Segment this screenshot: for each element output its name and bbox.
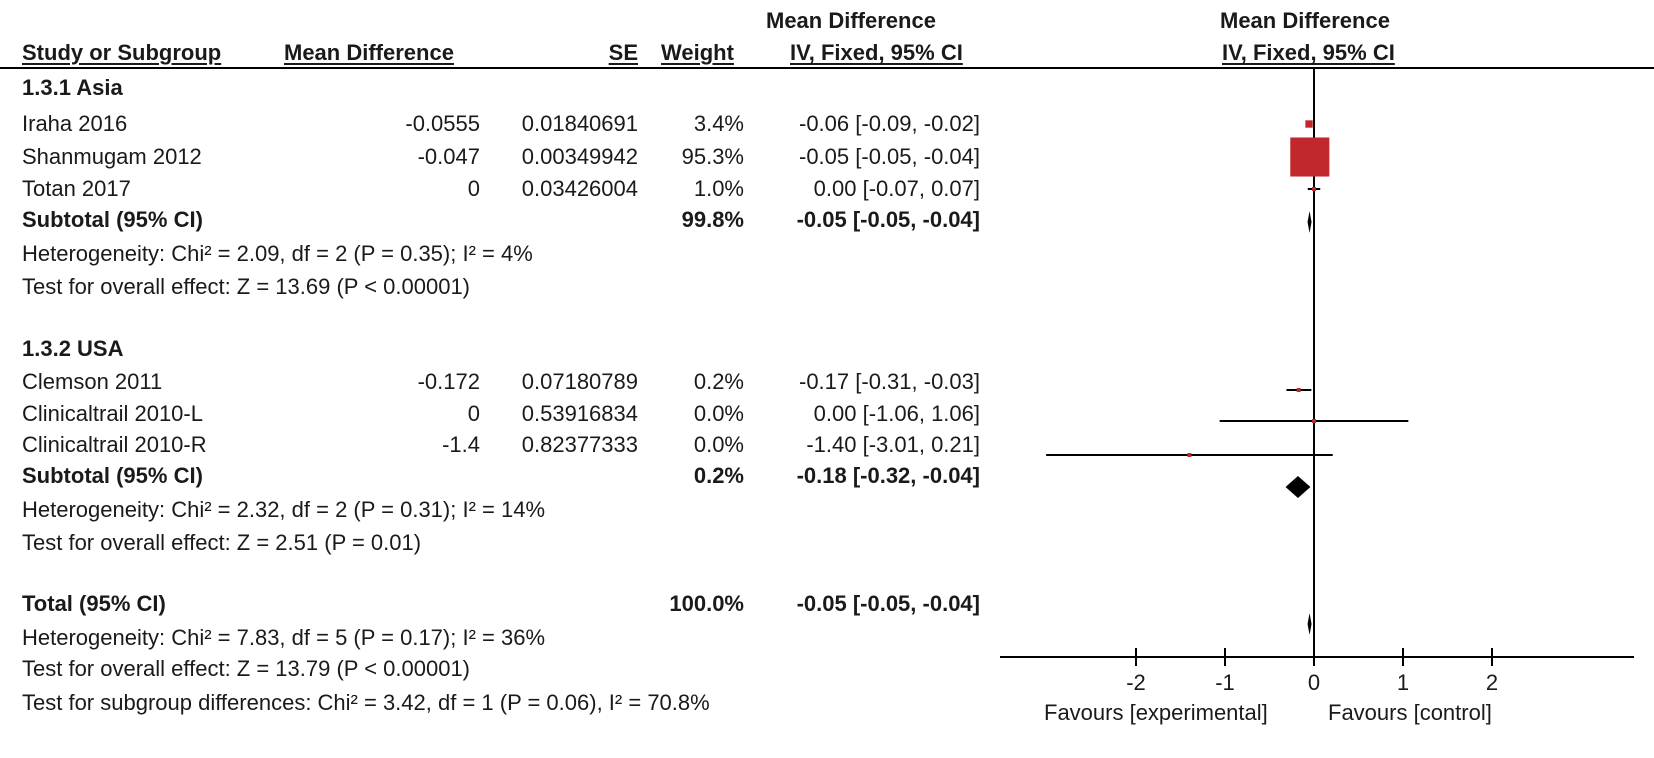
subtotal-label: Subtotal (95% CI) bbox=[22, 463, 203, 488]
subtotal-label: Subtotal (95% CI) bbox=[22, 207, 203, 232]
study-name: Iraha 2016 bbox=[22, 111, 128, 136]
heterogeneity-text: Heterogeneity: Chi² = 2.09, df = 2 (P = … bbox=[22, 241, 533, 266]
study-ci: -0.06 [-0.09, -0.02] bbox=[799, 111, 980, 136]
study-se: 0.53916834 bbox=[521, 401, 638, 426]
x-axis-tick-label: 1 bbox=[1397, 670, 1409, 695]
study-ci: -0.05 [-0.05, -0.04] bbox=[799, 144, 980, 169]
study-md: 0 bbox=[467, 176, 480, 201]
favours-experimental-label: Favours [experimental] bbox=[1044, 700, 1268, 725]
study-name: Shanmugam 2012 bbox=[22, 144, 202, 169]
study-ci: -1.40 [-3.01, 0.21] bbox=[806, 432, 980, 457]
header-se: SE bbox=[608, 40, 638, 65]
subtotal-ci: -0.05 [-0.05, -0.04] bbox=[796, 207, 980, 232]
study-marker bbox=[1305, 120, 1313, 128]
study-md: -0.0555 bbox=[405, 111, 480, 136]
study-md: -1.4 bbox=[442, 432, 480, 457]
total-label: Total (95% CI) bbox=[22, 591, 166, 616]
study-md: -0.047 bbox=[417, 144, 480, 169]
study-ci: 0.00 [-1.06, 1.06] bbox=[813, 401, 980, 426]
study-marker bbox=[1296, 388, 1301, 392]
study-md: -0.172 bbox=[417, 369, 480, 394]
x-axis-tick-label: -1 bbox=[1215, 670, 1235, 695]
study-weight: 95.3% bbox=[681, 144, 744, 169]
study-name: Clinicaltrail 2010-L bbox=[22, 401, 203, 426]
header-ci-title: Mean Difference bbox=[766, 8, 936, 33]
x-axis-tick-label: 2 bbox=[1486, 670, 1498, 695]
subgroup-title: 1.3.2 USA bbox=[22, 336, 124, 361]
study-se: 0.07180789 bbox=[521, 369, 638, 394]
x-axis-tick-label: -2 bbox=[1126, 670, 1146, 695]
header-mean-difference: Mean Difference bbox=[284, 40, 454, 65]
study-se: 0.00349942 bbox=[521, 144, 638, 169]
study-se: 0.03426004 bbox=[521, 176, 638, 201]
plot-title: Mean Difference bbox=[1220, 8, 1390, 33]
study-name: Clinicaltrail 2010-R bbox=[22, 432, 207, 457]
overall-effect-text: Test for overall effect: Z = 2.51 (P = 0… bbox=[22, 530, 422, 555]
study-md: 0 bbox=[467, 401, 480, 426]
study-name: Totan 2017 bbox=[22, 176, 131, 201]
study-ci: 0.00 [-0.07, 0.07] bbox=[813, 176, 980, 201]
header-ci-sub: IV, Fixed, 95% CI bbox=[790, 40, 963, 65]
total-weight: 100.0% bbox=[669, 591, 744, 616]
study-se: 0.82377333 bbox=[521, 432, 638, 457]
study-se: 0.01840691 bbox=[521, 111, 638, 136]
x-axis-tick-label: 0 bbox=[1308, 670, 1320, 695]
forest-marks bbox=[1046, 120, 1409, 635]
study-name: Clemson 2011 bbox=[22, 369, 163, 394]
subtotal-weight: 0.2% bbox=[693, 463, 744, 488]
total-heterogeneity-text: Heterogeneity: Chi² = 7.83, df = 5 (P = … bbox=[22, 625, 546, 650]
study-marker bbox=[1290, 137, 1330, 177]
x-axis-ticks: -2 -1 0 1 2 bbox=[1126, 648, 1498, 695]
subgroup-differences-text: Test for subgroup differences: Chi² = 3.… bbox=[22, 690, 710, 715]
pooled-diamond bbox=[1307, 211, 1312, 233]
study-weight: 0.0% bbox=[693, 432, 744, 457]
plot-subtitle: IV, Fixed, 95% CI bbox=[1222, 40, 1395, 65]
subgroup-title: 1.3.1 Asia bbox=[22, 75, 123, 100]
overall-effect-text: Test for overall effect: Z = 13.69 (P < … bbox=[22, 274, 471, 299]
study-weight: 3.4% bbox=[693, 111, 744, 136]
pooled-diamond bbox=[1285, 476, 1311, 498]
pooled-diamond bbox=[1307, 613, 1312, 635]
study-marker bbox=[1312, 187, 1316, 191]
subtotal-ci: -0.18 [-0.32, -0.04] bbox=[796, 463, 980, 488]
favours-control-label: Favours [control] bbox=[1328, 700, 1492, 725]
study-marker bbox=[1312, 419, 1316, 423]
header-study: Study or Subgroup bbox=[22, 40, 222, 65]
total-ci: -0.05 [-0.05, -0.04] bbox=[796, 591, 980, 616]
study-marker bbox=[1187, 453, 1192, 457]
study-ci: -0.17 [-0.31, -0.03] bbox=[799, 369, 980, 394]
heterogeneity-text: Heterogeneity: Chi² = 2.32, df = 2 (P = … bbox=[22, 497, 546, 522]
header-weight: Weight bbox=[661, 40, 734, 65]
study-weight: 0.2% bbox=[693, 369, 744, 394]
study-weight: 1.0% bbox=[693, 176, 744, 201]
study-weight: 0.0% bbox=[693, 401, 744, 426]
subtotal-weight: 99.8% bbox=[681, 207, 744, 232]
total-overall-effect-text: Test for overall effect: Z = 13.79 (P < … bbox=[22, 656, 471, 681]
